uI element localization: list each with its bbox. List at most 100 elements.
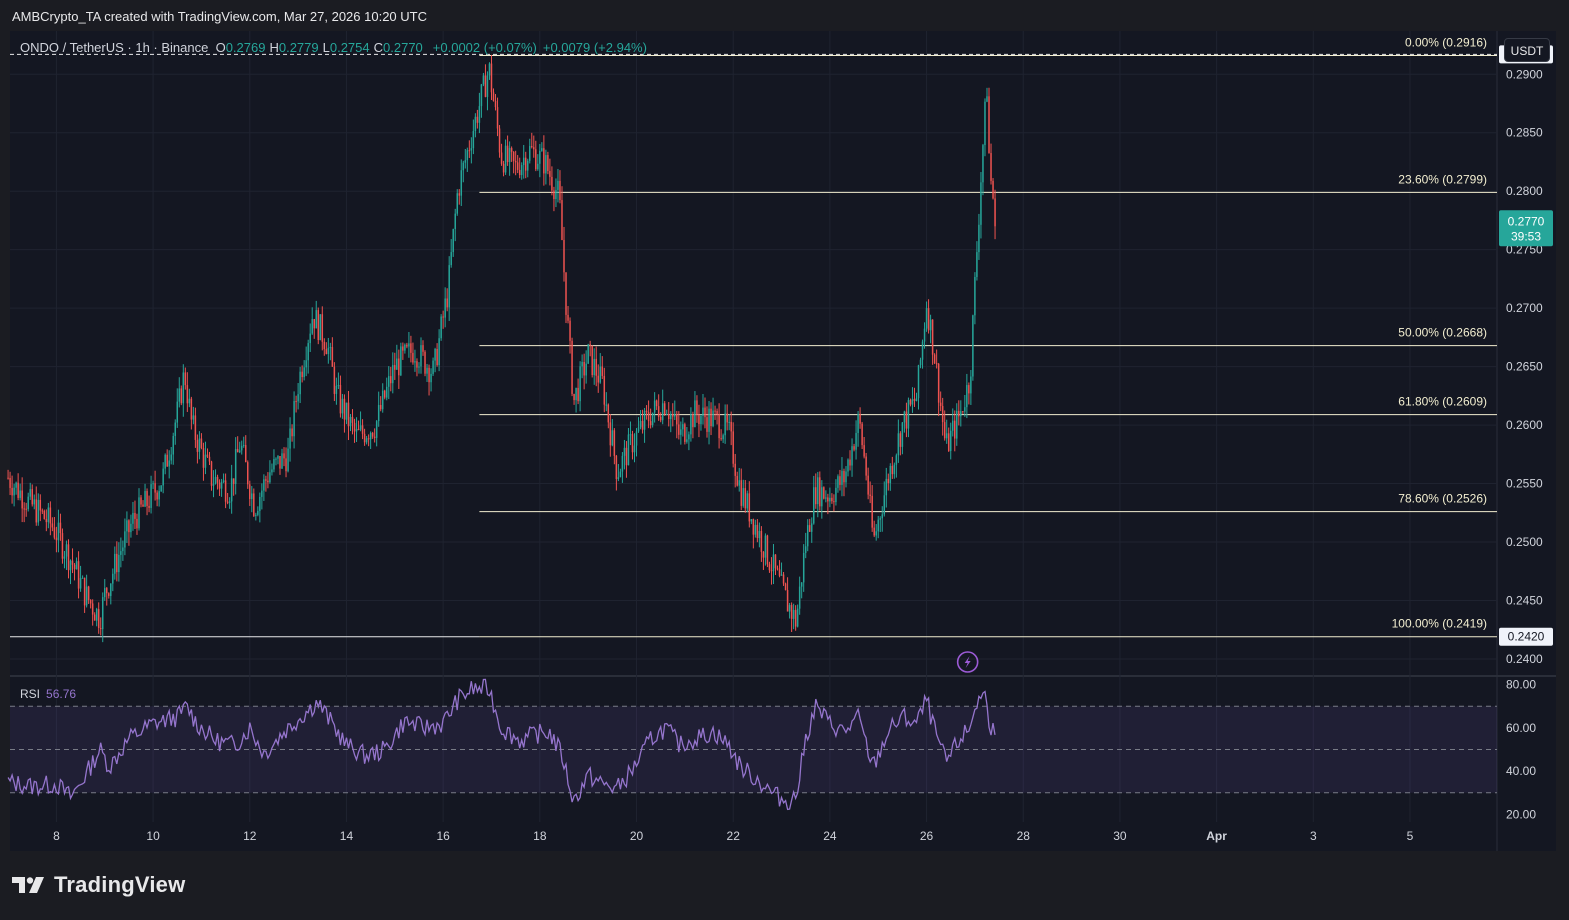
candle-body <box>891 465 894 475</box>
candle-body <box>813 487 815 524</box>
candle-body <box>325 349 328 354</box>
candle-body <box>293 401 295 437</box>
candle-body <box>261 490 263 497</box>
candle-body <box>182 372 185 404</box>
candle-body <box>925 308 928 329</box>
candle-body <box>539 150 541 164</box>
candle-body <box>279 456 281 469</box>
candle-body <box>313 319 315 329</box>
candle-body <box>130 523 132 533</box>
candle-body <box>136 518 138 529</box>
candle-body <box>748 493 751 522</box>
candle-body <box>367 438 370 440</box>
candle-body <box>156 492 158 500</box>
candle-body <box>490 63 493 93</box>
x-tick-label: 8 <box>53 829 60 843</box>
candle-body <box>951 420 954 431</box>
candle-body <box>460 170 463 196</box>
candle-body <box>569 320 571 341</box>
candle-body <box>649 421 652 426</box>
candle-body <box>768 564 771 571</box>
candle-body <box>879 518 881 520</box>
candle-body <box>968 385 970 394</box>
candle-body <box>458 193 461 196</box>
candle-body <box>672 413 674 417</box>
candle-body <box>251 493 253 499</box>
candle-body <box>41 510 44 512</box>
candle-body <box>696 400 698 415</box>
candle-body <box>122 547 124 552</box>
grid-lines <box>10 31 1556 851</box>
candle-body <box>388 376 390 387</box>
currency-button[interactable]: USDT <box>1504 38 1550 62</box>
candle-body <box>559 180 561 201</box>
candle-body <box>958 410 960 417</box>
candle-body <box>226 501 229 503</box>
candle-body <box>385 386 388 398</box>
candle-body <box>841 470 843 485</box>
candle-body <box>369 432 372 440</box>
candle-body <box>744 488 747 509</box>
candle-body <box>535 149 537 170</box>
candle-body <box>71 560 74 565</box>
candle-body <box>970 376 972 394</box>
candle-body <box>359 425 362 430</box>
candle-body <box>859 413 861 424</box>
candle-body <box>601 366 604 376</box>
candle-body <box>988 96 990 154</box>
candle-body <box>303 367 305 378</box>
candle-body <box>492 92 495 101</box>
candle-body <box>663 403 666 415</box>
candle-body <box>230 478 233 502</box>
candle-body <box>428 367 430 383</box>
candle-body <box>929 319 932 331</box>
candle-body <box>480 84 483 107</box>
candle-body <box>456 193 458 214</box>
tradingview-logo[interactable]: TradingView <box>12 872 185 898</box>
candle-body <box>754 524 757 535</box>
candle-body <box>228 501 231 503</box>
candle-body <box>496 107 499 129</box>
candle-body <box>633 445 636 453</box>
candle-body <box>162 468 164 486</box>
candle-body <box>909 400 912 405</box>
candle-body <box>992 180 994 199</box>
candle-body <box>168 460 170 467</box>
candle-body <box>670 413 672 420</box>
candle-body <box>796 608 799 627</box>
candle-body <box>802 552 805 583</box>
candle-body <box>778 569 781 576</box>
candle-body <box>275 458 277 460</box>
candle-body <box>281 453 283 469</box>
candle-body <box>13 487 15 496</box>
candle-body <box>877 519 879 532</box>
candle-body <box>214 476 217 484</box>
candle-body <box>192 415 195 420</box>
candle-body <box>440 316 442 339</box>
candle-body <box>708 408 710 432</box>
candle-body <box>907 400 910 429</box>
candle-body <box>718 414 720 439</box>
candle-body <box>657 406 660 417</box>
candle-body <box>448 265 450 308</box>
candle-body <box>903 411 906 423</box>
candle-body <box>61 533 64 559</box>
candle-body <box>244 445 247 463</box>
x-tick-label: 10 <box>146 829 160 843</box>
candle-body <box>408 343 410 347</box>
rsi-line <box>7 678 996 811</box>
candle-body <box>144 491 146 507</box>
candle-body <box>746 493 749 509</box>
candle-body <box>611 430 614 446</box>
rsi-tick-label: 20.00 <box>1506 807 1536 821</box>
chart-panel[interactable] <box>10 31 1556 851</box>
candle-body <box>464 160 467 163</box>
candle-body <box>512 151 515 161</box>
change-value: +0.0002 (+0.07%) <box>432 40 537 55</box>
rsi-value: 56.76 <box>46 687 77 701</box>
candle-body <box>95 609 98 621</box>
candle-body <box>659 416 662 421</box>
candle-body <box>537 163 539 170</box>
lightning-icon <box>956 651 979 673</box>
